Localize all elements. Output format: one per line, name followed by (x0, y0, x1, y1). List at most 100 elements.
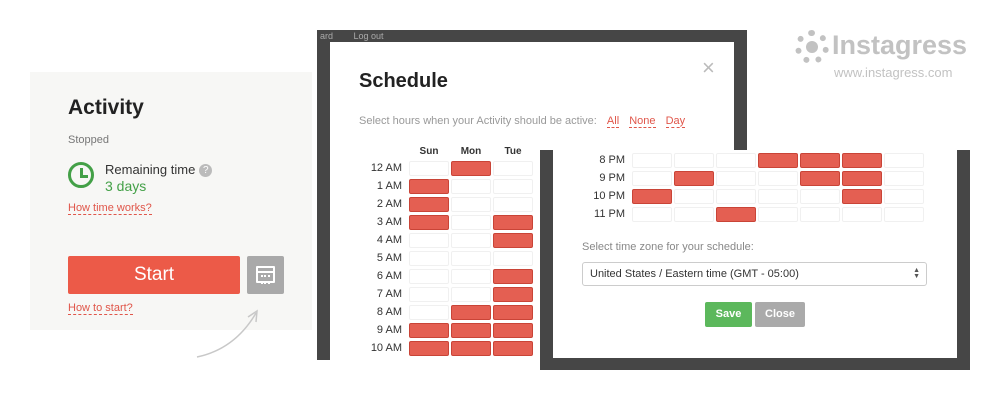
schedule-cell[interactable] (409, 251, 449, 266)
schedule-cell[interactable] (632, 171, 672, 186)
schedule-cell[interactable] (842, 207, 882, 222)
select-none-link[interactable]: None (629, 115, 656, 128)
schedule-cell[interactable] (451, 233, 491, 248)
schedule-cell[interactable] (884, 153, 924, 168)
schedule-cell[interactable] (800, 189, 840, 204)
schedule-cell[interactable] (716, 153, 756, 168)
schedule-cell[interactable] (451, 179, 491, 194)
day-header[interactable]: Sun (419, 146, 439, 157)
schedule-cell[interactable] (842, 189, 882, 204)
schedule-cell[interactable] (842, 153, 882, 168)
hour-label[interactable]: 2 AM (376, 198, 402, 210)
description-text: Select hours when your Activity should b… (359, 115, 597, 127)
hour-label[interactable]: 10 AM (370, 342, 402, 354)
schedule-cell[interactable] (409, 215, 449, 230)
schedule-modal: Schedule × Select hours when your Activi… (330, 42, 734, 360)
select-all-link[interactable]: All (606, 115, 620, 128)
schedule-cell[interactable] (409, 233, 449, 248)
schedule-cell[interactable] (451, 251, 491, 266)
schedule-cell[interactable] (674, 153, 714, 168)
schedule-cell[interactable] (493, 251, 533, 266)
start-button[interactable]: Start (68, 256, 240, 294)
hour-label[interactable]: 3 AM (376, 216, 402, 228)
schedule-cell[interactable] (493, 179, 533, 194)
hour-label[interactable]: 11 PM (594, 208, 625, 220)
clock-icon (68, 162, 94, 188)
schedule-cell[interactable] (674, 171, 714, 186)
schedule-cell[interactable] (451, 161, 491, 176)
hour-label[interactable]: 8 AM (376, 306, 402, 318)
schedule-cell[interactable] (451, 305, 491, 320)
schedule-cell[interactable] (493, 197, 533, 212)
schedule-cell[interactable] (800, 153, 840, 168)
schedule-cell[interactable] (758, 171, 798, 186)
timezone-label: Select time zone for your schedule: (582, 241, 754, 253)
schedule-cell[interactable] (409, 305, 449, 320)
instagress-logo-icon (795, 30, 829, 64)
hour-label[interactable]: 7 AM (376, 288, 402, 300)
day-header[interactable]: Mon (460, 146, 482, 157)
schedule-cell[interactable] (758, 207, 798, 222)
close-icon[interactable]: × (702, 55, 715, 80)
hour-label[interactable]: 5 AM (376, 252, 402, 264)
day-header[interactable]: Tue (504, 146, 522, 157)
nav-link[interactable]: ard (320, 31, 334, 41)
schedule-cell[interactable] (493, 161, 533, 176)
schedule-cell[interactable] (451, 287, 491, 302)
schedule-cell[interactable] (409, 269, 449, 284)
schedule-cell[interactable] (409, 161, 449, 176)
hour-label[interactable]: 4 AM (376, 234, 402, 246)
hour-label[interactable]: 1 AM (376, 180, 402, 192)
schedule-cell[interactable] (884, 207, 924, 222)
schedule-cell[interactable] (451, 197, 491, 212)
hour-label[interactable]: 6 AM (376, 270, 402, 282)
timezone-select[interactable]: United States / Eastern time (GMT - 05:0… (582, 262, 927, 286)
schedule-cell[interactable] (451, 323, 491, 338)
schedule-cell[interactable] (632, 153, 672, 168)
schedule-cell[interactable] (884, 189, 924, 204)
schedule-cell[interactable] (493, 215, 533, 230)
schedule-cell[interactable] (674, 207, 714, 222)
logout-link[interactable]: Log out (353, 31, 384, 41)
schedule-cell[interactable] (716, 207, 756, 222)
select-day-link[interactable]: Day (665, 115, 686, 128)
hour-label[interactable]: 9 AM (376, 324, 402, 336)
schedule-cell[interactable] (842, 171, 882, 186)
schedule-cell[interactable] (716, 189, 756, 204)
schedule-cell[interactable] (409, 197, 449, 212)
schedule-cell[interactable] (632, 189, 672, 204)
schedule-description: Select hours when your Activity should b… (359, 115, 686, 128)
hour-label[interactable]: 10 PM (593, 190, 625, 202)
close-button[interactable]: Close (755, 302, 805, 327)
activity-title: Activity (68, 96, 144, 119)
how-to-start-link[interactable]: How to start? (68, 302, 133, 315)
schedule-cell[interactable] (632, 207, 672, 222)
schedule-cell[interactable] (884, 171, 924, 186)
schedule-cell[interactable] (493, 305, 533, 320)
schedule-cell[interactable] (716, 171, 756, 186)
schedule-cell[interactable] (409, 323, 449, 338)
hour-label[interactable]: 8 PM (599, 154, 625, 166)
how-time-works-link[interactable]: How time works? (68, 202, 152, 215)
schedule-button[interactable] (247, 256, 284, 294)
schedule-cell[interactable] (674, 189, 714, 204)
schedule-cell[interactable] (409, 287, 449, 302)
schedule-cell[interactable] (758, 153, 798, 168)
schedule-cell[interactable] (451, 269, 491, 284)
schedule-cell[interactable] (800, 207, 840, 222)
schedule-cell[interactable] (493, 323, 533, 338)
hour-label[interactable]: 9 PM (599, 172, 625, 184)
schedule-cell[interactable] (493, 269, 533, 284)
schedule-cell[interactable] (409, 341, 449, 356)
schedule-cell[interactable] (493, 341, 533, 356)
schedule-cell[interactable] (451, 215, 491, 230)
schedule-cell[interactable] (758, 189, 798, 204)
schedule-cell[interactable] (493, 233, 533, 248)
schedule-cell[interactable] (800, 171, 840, 186)
schedule-cell[interactable] (451, 341, 491, 356)
help-icon[interactable]: ? (199, 164, 213, 178)
schedule-cell[interactable] (409, 179, 449, 194)
hour-label[interactable]: 12 AM (370, 162, 402, 174)
schedule-cell[interactable] (493, 287, 533, 302)
save-button[interactable]: Save (705, 302, 752, 327)
